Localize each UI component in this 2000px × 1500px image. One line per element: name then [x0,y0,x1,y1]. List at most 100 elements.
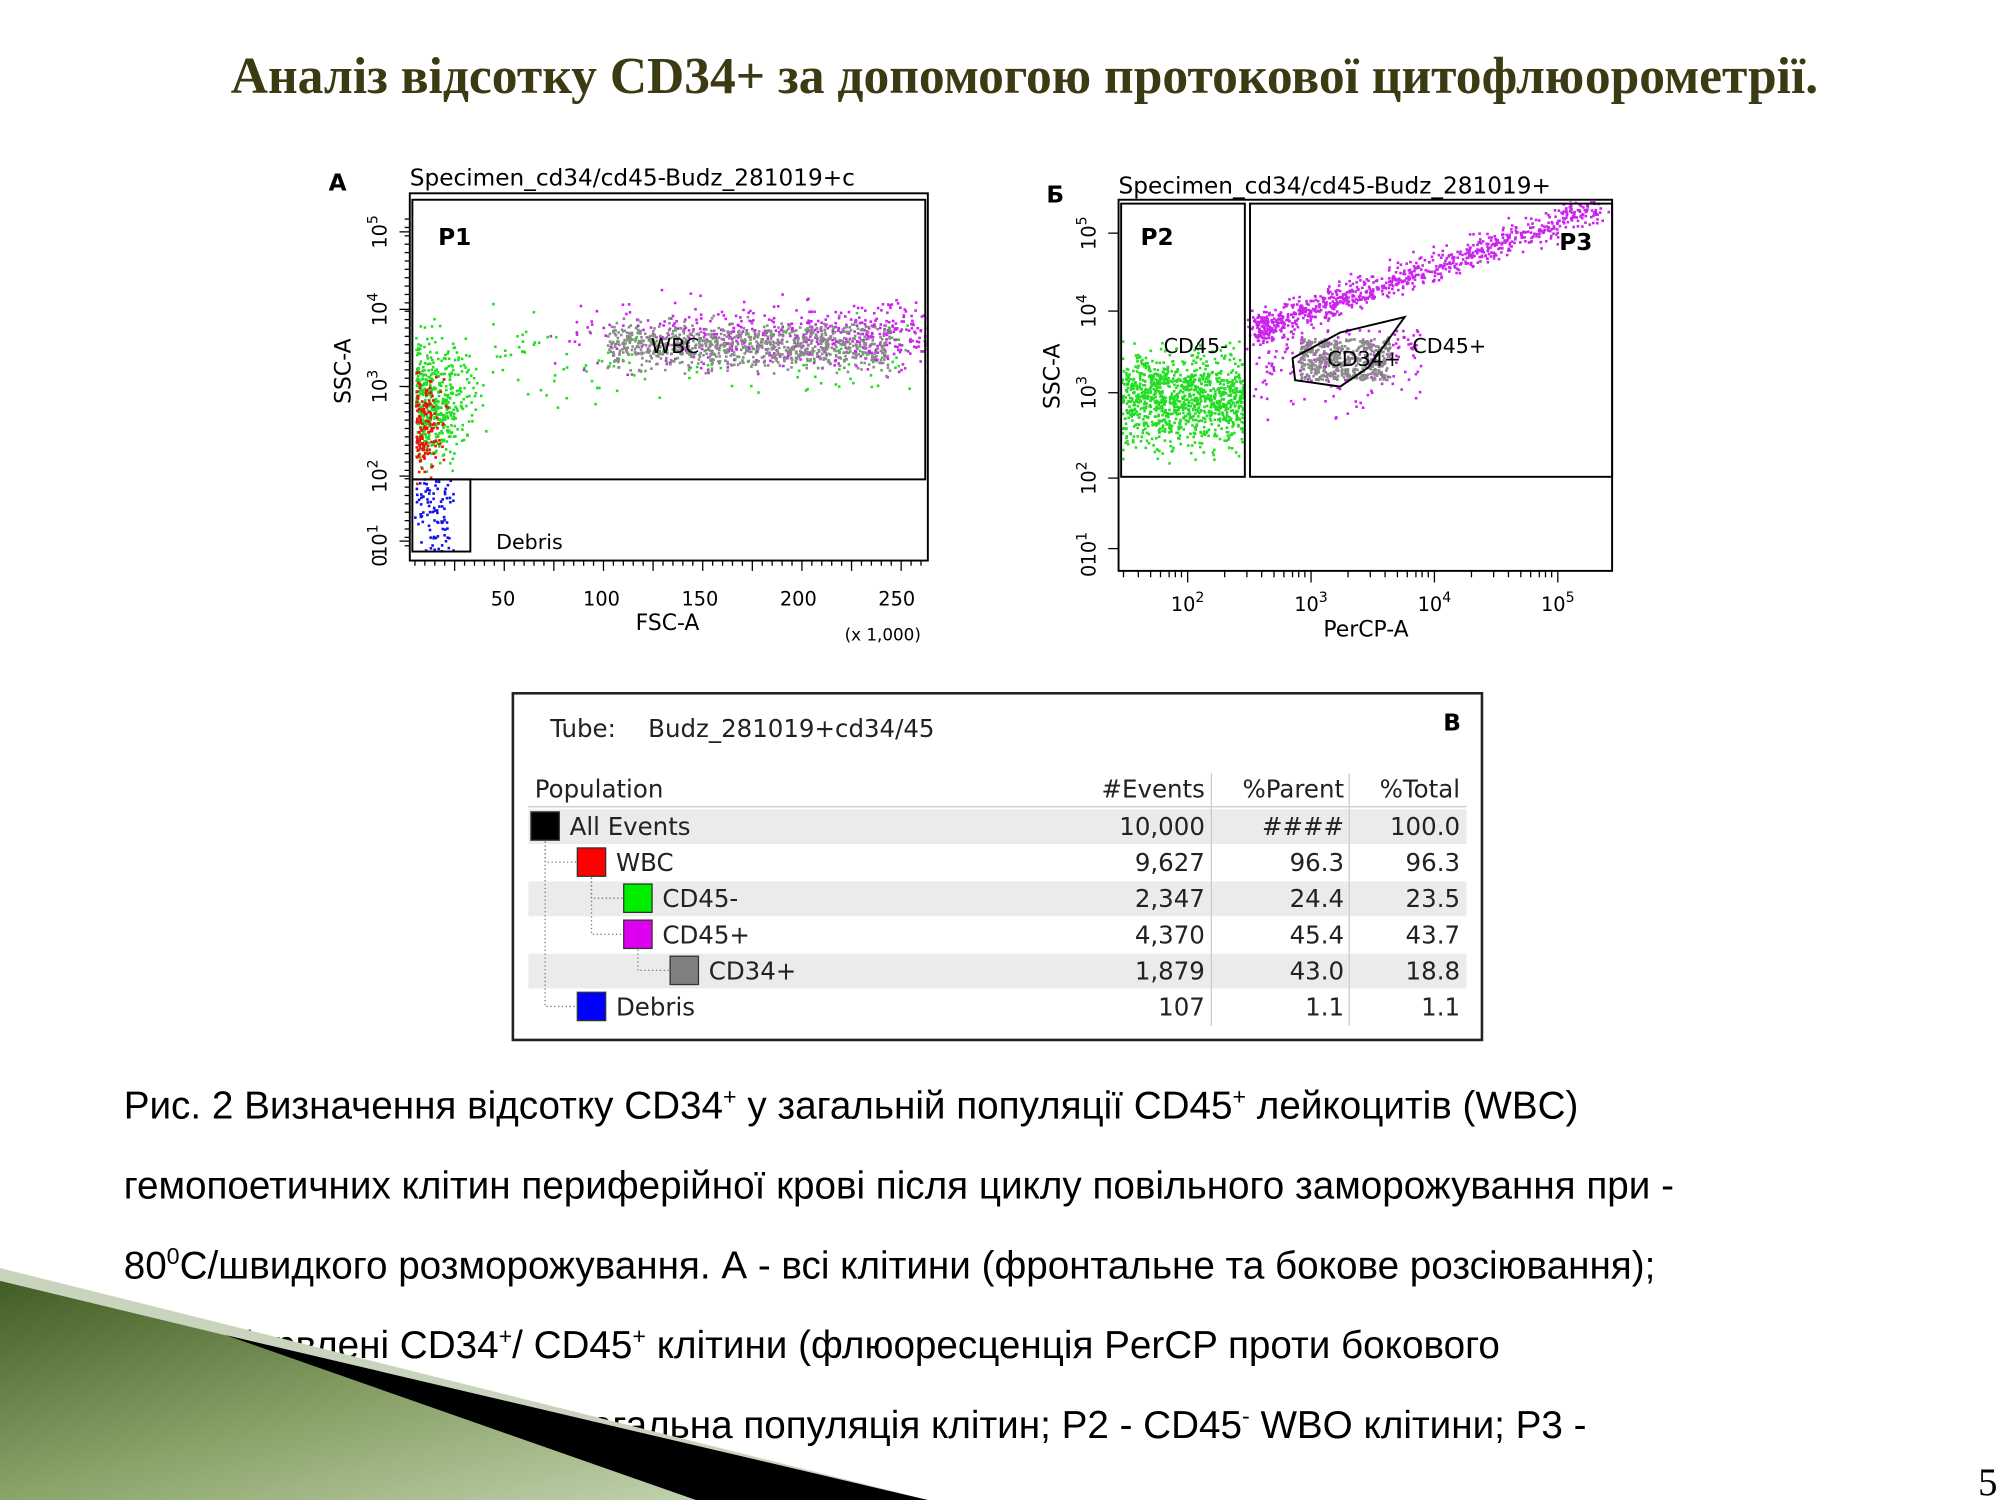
event-dot [1403,370,1407,374]
event-dot [451,342,455,346]
event-dot [1579,215,1582,218]
event-dot [726,342,730,345]
event-dot [792,338,796,342]
event-dot [819,337,823,340]
event-dot [1327,319,1330,322]
event-dot [854,353,857,356]
event-dot [802,333,806,337]
event-dot [1562,210,1566,213]
event-dot [1505,233,1508,237]
event-dot [1486,245,1489,248]
event-dot [443,353,447,357]
event-dot [1369,339,1373,342]
event-dot [1222,379,1226,382]
event-dot [726,362,729,365]
event-dot [711,343,714,347]
x-tick-label: 150 [681,588,718,611]
event-dot [1226,381,1230,385]
event-dot [1285,347,1288,351]
event-dot [1202,394,1206,398]
event-dot [1505,253,1509,257]
event-dot [1401,293,1404,296]
event-dot [752,319,755,322]
event-dot [1241,416,1244,420]
event-dot [430,393,433,396]
event-dot [863,335,867,339]
event-dot [441,498,444,501]
event-dot [419,344,423,347]
event-dot [1396,266,1400,270]
event-dot [805,338,809,342]
event-dot [774,329,778,332]
event-dot [653,327,656,330]
event-dot [429,396,433,399]
event-dot [1547,221,1550,225]
event-dot [454,417,457,420]
event-dot [1213,418,1217,422]
event-dot [429,411,432,415]
event-dot [719,343,723,347]
event-dot [1489,246,1492,249]
event-dot [727,334,731,337]
event-dot [824,333,828,337]
event-dot [1139,439,1143,443]
event-dot [446,406,450,409]
event-dot [1547,226,1551,229]
event-dot [1184,377,1187,380]
event-dot [448,378,452,381]
event-dot [691,330,695,333]
event-dot [1222,415,1226,419]
event-dot [772,347,775,351]
event-dot [1368,287,1372,291]
event-dot [1194,458,1197,461]
event-dot [855,345,859,349]
event-dot [895,356,898,360]
event-dot [444,403,448,407]
event-dot [1319,361,1323,365]
event-dot [1218,412,1221,415]
event-dot [1209,389,1212,393]
event-dot [611,351,615,354]
event-dot [1159,401,1163,404]
event-dot [1336,374,1340,378]
event-dot [639,329,643,333]
event-dot [1146,424,1150,428]
event-dot [1220,398,1224,401]
event-dot [880,337,884,341]
event-dot [1232,401,1235,405]
event-dot [699,313,703,316]
event-dot [1555,233,1558,236]
event-dot [526,392,530,396]
event-dot [1550,227,1553,231]
event-dot [1361,338,1365,341]
event-dot [826,360,830,363]
event-dot [1355,281,1358,284]
event-dot [449,435,452,438]
event-dot [740,319,743,323]
event-dot [1150,379,1153,382]
event-dot [617,340,620,344]
event-dot [440,438,444,442]
event-dot [436,487,439,491]
event-dot [869,335,872,338]
event-dot [820,334,824,337]
event-dot [1206,396,1210,399]
event-dot [516,335,519,338]
event-dot [1450,253,1453,256]
event-dot [1149,374,1153,377]
event-dot [1495,239,1498,243]
event-dot [1175,386,1178,390]
event-dot [1177,408,1180,411]
event-dot [1218,399,1222,403]
event-dot [1564,225,1568,229]
event-dot [432,361,435,365]
event-dot [1310,323,1313,326]
event-dot [1520,235,1524,239]
event-dot [1380,284,1384,288]
event-dot [1153,423,1157,426]
event-dot [893,338,897,342]
event-dot [423,369,426,372]
event-dot [1543,228,1547,232]
event-dot [1590,201,1593,204]
event-dot [1164,400,1168,403]
